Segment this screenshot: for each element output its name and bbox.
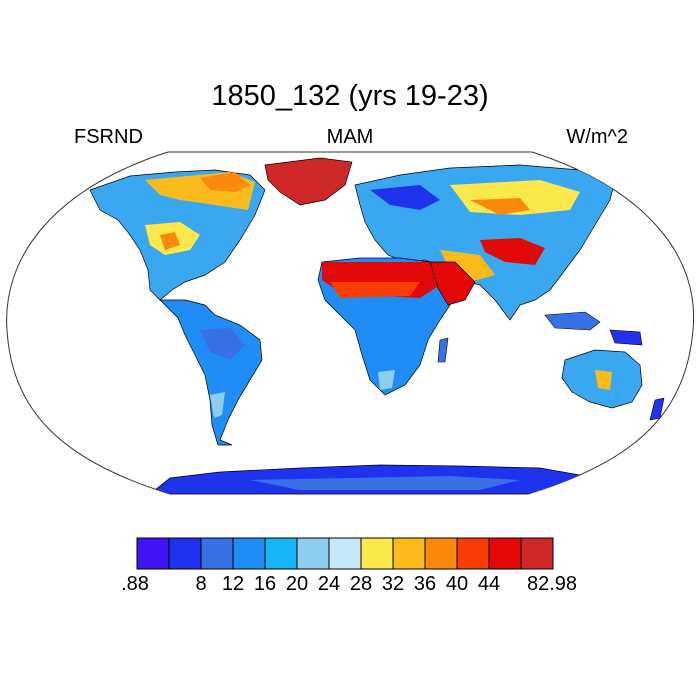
- colorbar-tick-label: 44: [477, 573, 501, 595]
- colorbar-swatch: [136, 537, 170, 570]
- colorbar-tick-label: 16: [253, 573, 277, 595]
- colorbar-swatch: [328, 537, 362, 570]
- colorbar-tick-label: 36: [413, 573, 437, 595]
- colorbar-swatch: [360, 537, 394, 570]
- colorbar-tick-label: .88: [121, 573, 149, 595]
- colorbar-tick-label: 20: [285, 573, 309, 595]
- colorbar-tick-label: 12: [221, 573, 245, 595]
- colorbar-tick-label: 82.98: [526, 573, 578, 595]
- colorbar-swatch: [424, 537, 458, 570]
- season-label: MAM: [326, 126, 374, 148]
- colorbar-tick-label: 28: [349, 573, 373, 595]
- colorbar-swatch: [264, 537, 298, 570]
- variable-label: FSRND: [74, 126, 143, 148]
- colorbar-swatch: [520, 537, 554, 570]
- colorbar-swatch: [232, 537, 266, 570]
- map-title: 1850_132 (yrs 19-23): [211, 80, 489, 112]
- colorbar-swatch: [488, 537, 522, 570]
- colorbar-swatch: [456, 537, 490, 570]
- colorbar-swatch: [168, 537, 202, 570]
- units-label: W/m^2: [566, 126, 628, 148]
- colorbar-swatch: [296, 537, 330, 570]
- greenland: [264, 157, 353, 206]
- arabia: [429, 261, 476, 306]
- colorbar-tick-label: 24: [317, 573, 341, 595]
- colorbar-swatch: [200, 537, 234, 570]
- colorbar-tick-label: 40: [445, 573, 469, 595]
- colorbar-tick-label: 8: [195, 573, 207, 595]
- colorbar-tick-label: 32: [381, 573, 405, 595]
- colorbar-swatch: [392, 537, 426, 570]
